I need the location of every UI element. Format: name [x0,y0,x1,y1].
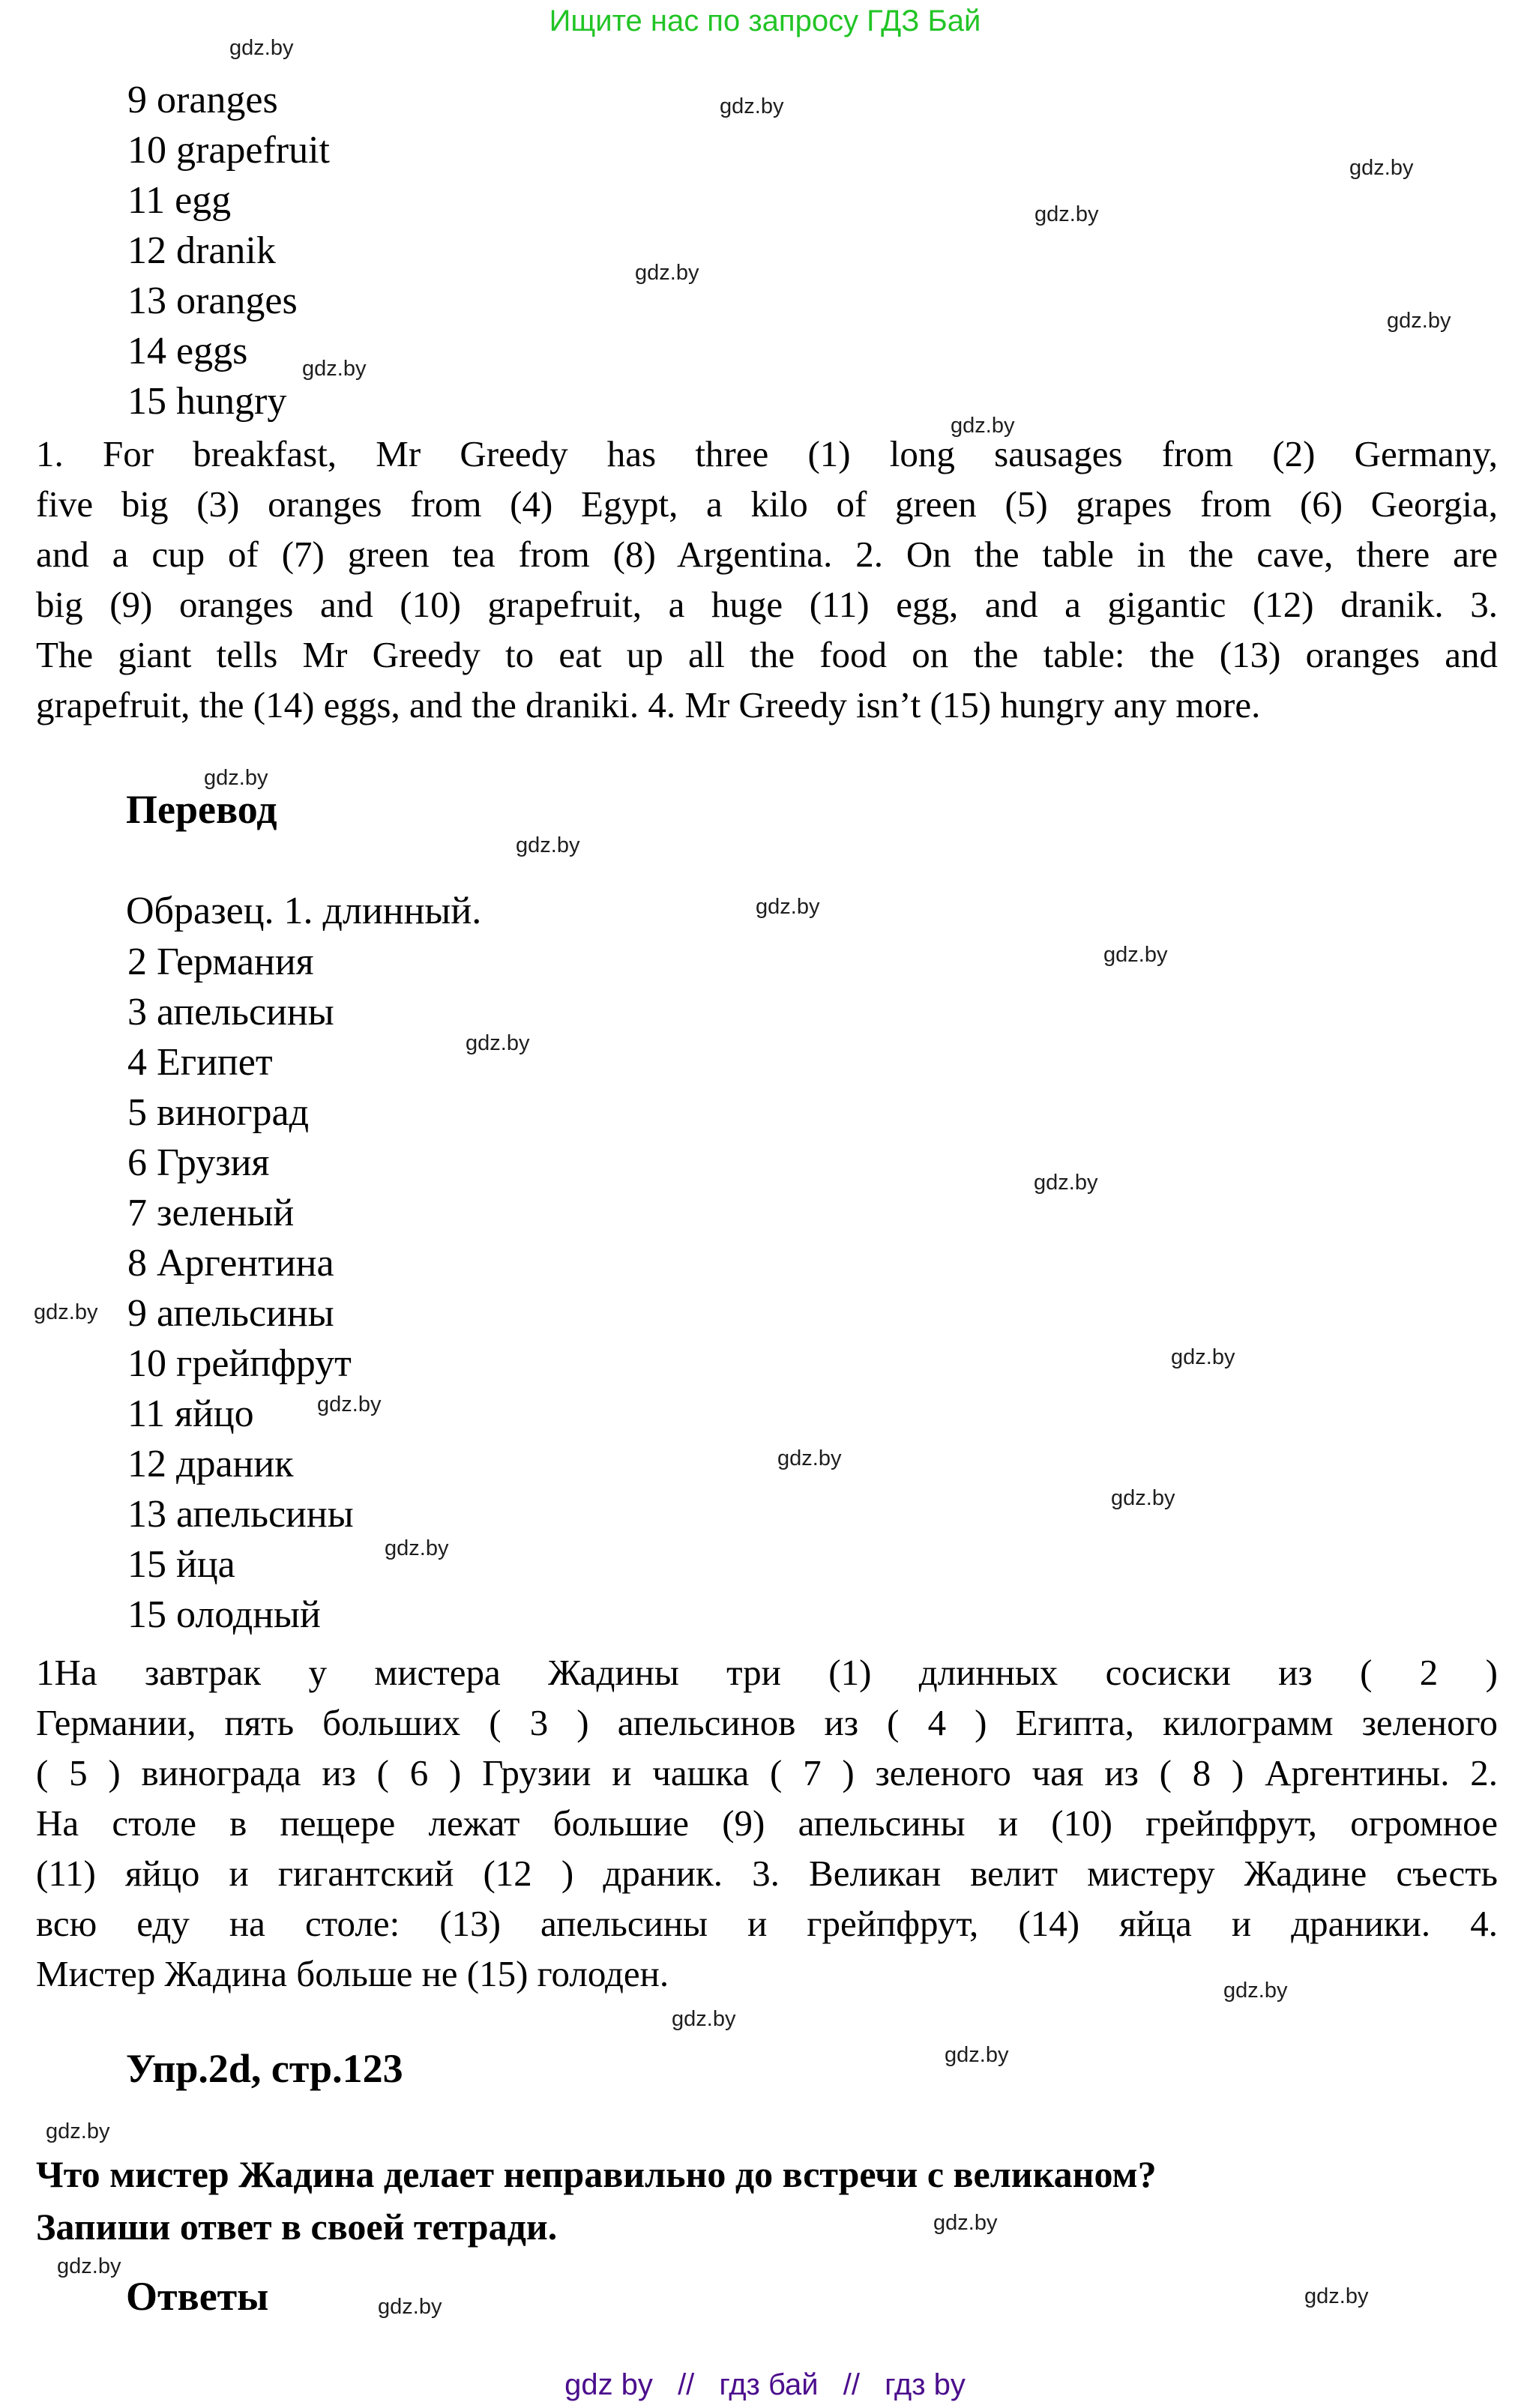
list-item: 7 зеленый [127,1192,295,1234]
paragraph-line: Германии, пять больших ( 3 ) апельсинов … [36,1702,1498,1743]
watermark: gdz.by [933,2211,998,2235]
list-item: 3 апельсины [127,991,334,1033]
watermark: gdz.by [229,36,294,60]
paragraph-line: big (9) oranges and (10) grapefruit, a h… [36,584,1498,625]
list-item: 12 dranik [127,229,276,272]
footer-link-gdz-by-2[interactable]: гдз by [885,2368,966,2401]
paragraph-line: grapefruit, the (14) eggs, and the drani… [36,684,1261,725]
sample-line: Образец. 1. длинный. [126,890,482,932]
list-item: 15 hungry [127,380,287,423]
footer-links: gdz by // гдз бай // гдз by [0,2368,1530,2402]
answers-heading: Ответы [126,2274,269,2319]
list-item: 14 eggs [127,330,248,372]
footer-separator: // [678,2368,695,2401]
watermark: gdz.by [466,1031,530,1055]
watermark: gdz.by [1103,943,1168,967]
watermark: gdz.by [385,1536,449,1560]
list-item: 9 апельсины [127,1292,334,1335]
paragraph-line: Мистер Жадина больше не (15) голоден. [36,1953,669,1994]
list-item: 15 олодный [127,1593,321,1636]
watermark: gdz.by [378,2295,442,2319]
watermark: gdz.by [46,2119,110,2143]
paragraph-line: The giant tells Mr Greedy to eat up all … [36,634,1498,675]
list-item: 8 Аргентина [127,1242,334,1285]
translation-heading: Перевод [126,787,277,832]
footer-link-gdz-bai[interactable]: гдз бай [719,2368,819,2401]
paragraph-line: (11) яйцо и гигантский (12 ) драник. 3. … [36,1853,1498,1894]
paragraph-line: На столе в пещере лежат большие (9) апел… [36,1802,1498,1844]
list-item: 4 Египет [127,1041,273,1084]
list-item: 10 грейпфрут [127,1342,352,1385]
question-line: Запиши ответ в своей тетради. [36,2206,558,2248]
watermark: gdz.by [34,1300,98,1324]
watermark: gdz.by [756,895,820,919]
watermark: gdz.by [57,2254,121,2278]
watermark: gdz.by [1387,309,1451,333]
watermark: gdz.by [317,1392,382,1416]
watermark: gdz.by [1223,1979,1288,2003]
paragraph-line: five big (3) oranges from (4) Egypt, a k… [36,483,1498,525]
watermark: gdz.by [1111,1486,1175,1510]
watermark: gdz.by [945,2043,1009,2067]
watermark: gdz.by [1034,202,1099,226]
list-item: 15 йца [127,1543,235,1586]
list-item: 13 oranges [127,280,298,322]
list-item: 13 апельсины [127,1493,354,1536]
watermark: gdz.by [516,833,580,857]
watermark: gdz.by [777,1446,842,1470]
watermark: gdz.by [672,2007,736,2031]
watermark: gdz.by [720,94,784,118]
paragraph-en: 1. For breakfast, Mr Greedy has three (1… [36,429,1498,730]
footer-link-gdz-by[interactable]: gdz by [564,2368,653,2401]
watermark: gdz.by [204,766,268,790]
list-item: 9 oranges [127,79,278,121]
list-item: 6 Грузия [127,1141,270,1184]
list-item: 2 Германия [127,941,314,983]
watermark: gdz.by [1349,156,1414,180]
paragraph-line: 1На завтрак у мистера Жадины три (1) дли… [36,1652,1498,1693]
watermark: gdz.by [302,357,367,381]
exercise-question: Что мистер Жадина делает неправильно до … [36,2148,1498,2253]
question-line: Что мистер Жадина делает неправильно до … [36,2153,1157,2195]
watermark: gdz.by [1304,2284,1369,2308]
answers-list-ru: 2 Германия 3 апельсины 4 Египет 5 виноград 6… [127,937,354,1640]
watermark: gdz.by [1171,1345,1235,1369]
paragraph-line: and a cup of (7) green tea from (8) Arge… [36,534,1498,575]
watermark: gdz.by [635,261,699,285]
watermark: gdz.by [951,414,1015,438]
watermark: gdz.by [1034,1171,1098,1195]
list-item: 12 драник [127,1443,294,1485]
list-item: 5 виноград [127,1091,310,1134]
paragraph-line: 1. For breakfast, Mr Greedy has three (1… [36,433,1498,474]
list-item: 11 egg [127,179,232,222]
list-item: 10 grapefruit [127,129,331,172]
paragraph-line: всю еду на столе: (13) апельсины и грейп… [36,1903,1498,1944]
paragraph-line: ( 5 ) винограда из ( 6 ) Грузии и чашка … [36,1752,1498,1793]
footer-separator: // [843,2368,860,2401]
list-item: 11 яйцо [127,1392,254,1435]
paragraph-ru: 1На завтрак у мистера Жадины три (1) дли… [36,1647,1498,1999]
answers-list-en: 9 oranges 10 grapefruit 11 egg 12 dranik 13 … [127,75,330,426]
exercise-heading: Упр.2d, стр.123 [126,2046,403,2091]
promo-banner-text: Ищите нас по запросу ГДЗ Бай [549,4,981,37]
